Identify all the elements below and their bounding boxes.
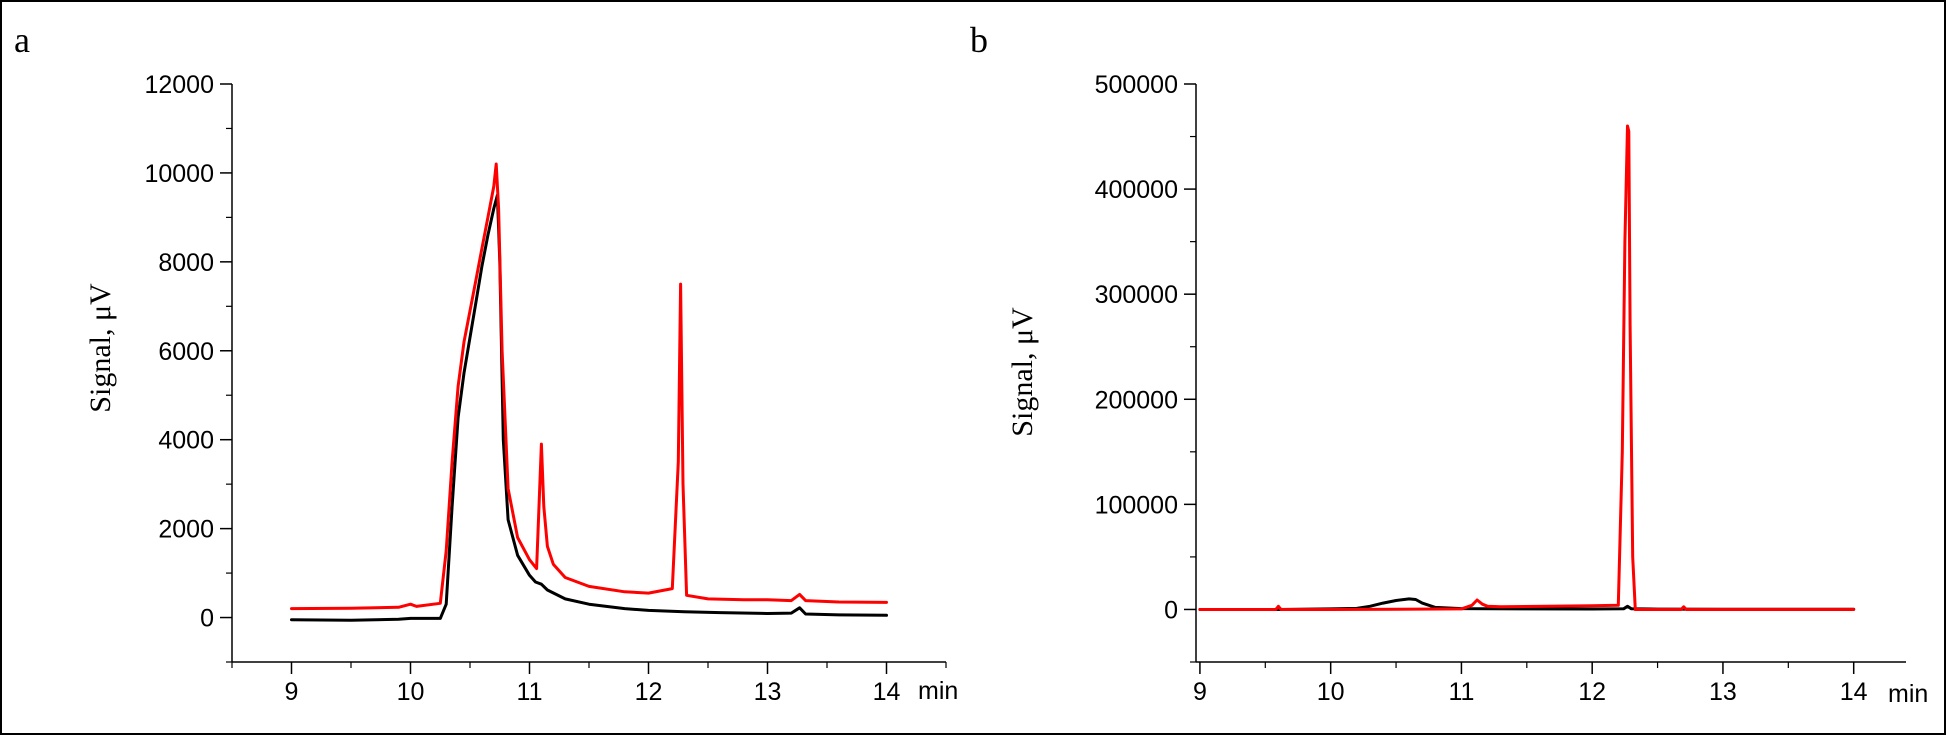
panel-b-y-tick-label: 300000 <box>1095 281 1178 309</box>
panel-b-x-tick-label: 13 <box>1709 678 1737 706</box>
panel-a-series-red-line <box>290 162 888 611</box>
panel-b-ylabel: Signal, μV <box>1006 307 1039 437</box>
panel-b-x-tick-label: 14 <box>1840 678 1868 706</box>
panel-b-series-red-line <box>1198 124 1856 611</box>
panel-a-x-unit: min <box>918 677 958 705</box>
panel-b-y-tick-label: 0 <box>1164 596 1178 624</box>
panel-a-y-tick-label: 4000 <box>158 427 214 455</box>
panel-b-y-tick-label: 500000 <box>1095 71 1178 99</box>
panel-b-x-tick-label: 11 <box>1448 678 1474 706</box>
panel-a-y-tick-label: 6000 <box>158 338 214 366</box>
panel-a-series-black-line <box>290 193 888 622</box>
panel-a-y-tick-label: 2000 <box>158 516 214 544</box>
panel-a-y-tick-label: 0 <box>200 605 214 633</box>
panel-b-x-tick-label: 12 <box>1578 678 1606 706</box>
panel-a-y-tick-label: 10000 <box>144 160 214 188</box>
panel-a-x-tick-label: 9 <box>285 678 299 706</box>
panel-a-letter: a <box>14 20 30 60</box>
panel-a-ylabel: Signal, μV <box>84 283 117 413</box>
panel-b-x-tick-label: 10 <box>1317 678 1345 706</box>
panel-a-x-tick-label: 11 <box>517 678 543 706</box>
panel-b-letter: b <box>970 20 988 60</box>
panel-a-x-tick-label: 10 <box>397 678 425 706</box>
panel-a-x-tick-label: 14 <box>873 678 901 706</box>
panel-b: b Signal, μV min 0 100000 200000 300000 4000… <box>970 20 1928 708</box>
panel-b-y-tick-label: 200000 <box>1095 386 1178 414</box>
panel-a: a Signal, μV min 0 2000 4000 6000 8000 10000 1… <box>14 20 958 706</box>
panel-b-y-tick-label: 400000 <box>1095 176 1178 204</box>
panel-b-x-unit: min <box>1888 680 1928 708</box>
panel-a-x-tick-label: 13 <box>754 678 782 706</box>
panel-a-y-tick-label: 12000 <box>144 71 214 99</box>
panel-b-x-tick-label: 9 <box>1193 678 1207 706</box>
panel-b-y-tick-label: 100000 <box>1095 491 1178 519</box>
panel-a-y-tick-label: 8000 <box>158 249 214 277</box>
panel-a-x-tick-label: 12 <box>635 678 663 706</box>
